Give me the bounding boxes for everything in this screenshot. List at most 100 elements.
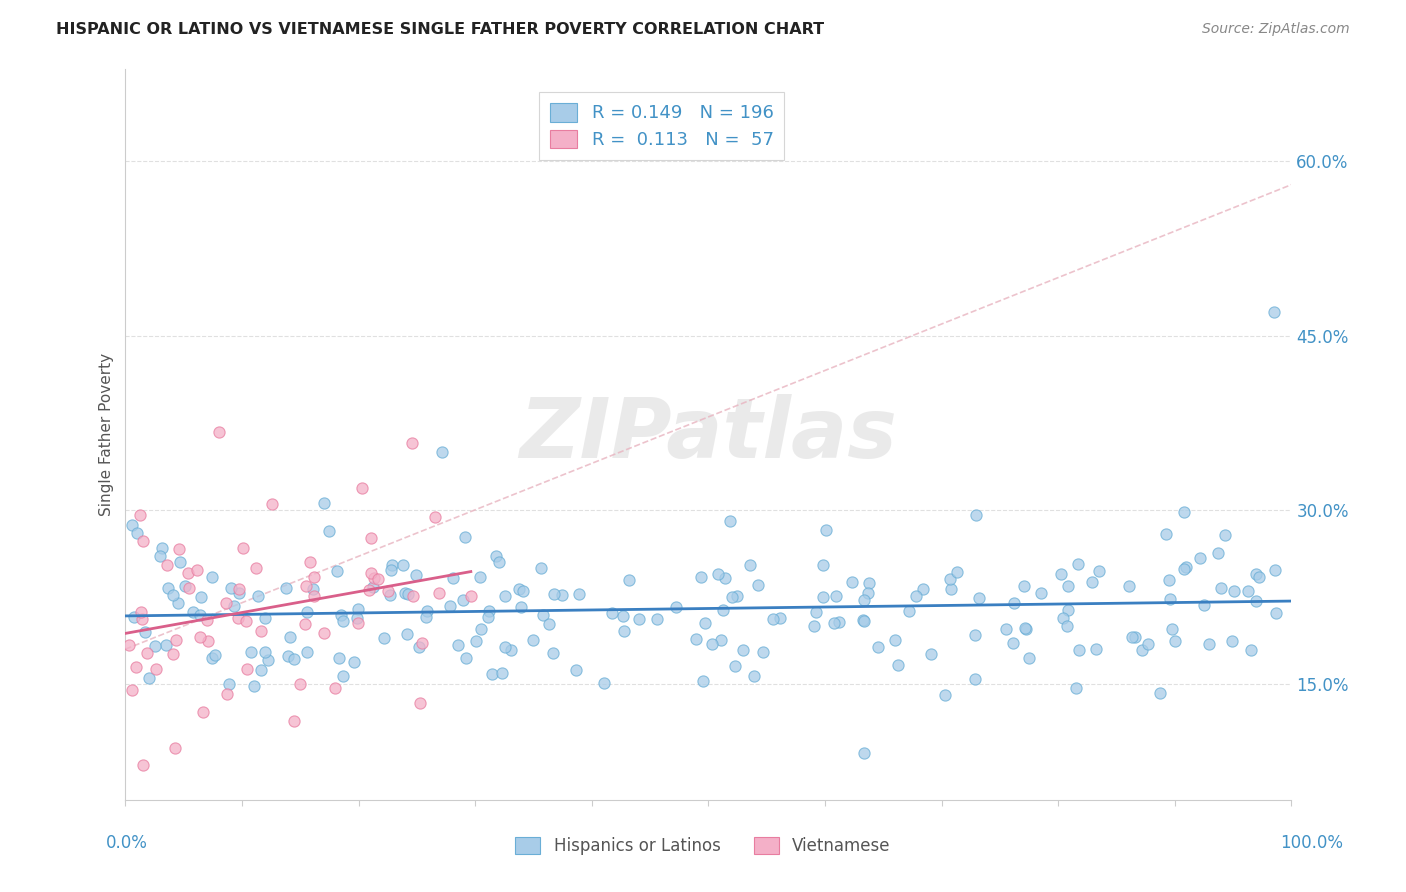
Point	[446, 638, 468, 652]
Point	[361, 580, 384, 594]
Point	[858, 576, 880, 591]
Point	[1164, 633, 1187, 648]
Point	[360, 566, 382, 580]
Point	[122, 610, 145, 624]
Point	[201, 651, 224, 665]
Point	[318, 524, 340, 538]
Point	[887, 657, 910, 672]
Point	[1240, 643, 1263, 657]
Point	[430, 444, 453, 458]
Point	[304, 589, 326, 603]
Point	[1157, 574, 1180, 588]
Text: ZIPatlas: ZIPatlas	[520, 393, 897, 475]
Point	[391, 558, 413, 572]
Point	[188, 630, 211, 644]
Point	[156, 558, 179, 573]
Point	[294, 616, 316, 631]
Point	[747, 578, 769, 592]
Point	[1236, 584, 1258, 599]
Point	[530, 561, 553, 575]
Point	[302, 582, 325, 596]
Point	[402, 590, 425, 604]
Point	[149, 549, 172, 564]
Point	[920, 647, 942, 661]
Point	[522, 632, 544, 647]
Point	[692, 673, 714, 688]
Point	[938, 573, 960, 587]
Point	[243, 679, 266, 693]
Point	[1130, 643, 1153, 657]
Point	[246, 589, 269, 603]
Point	[1056, 602, 1078, 616]
Point	[700, 637, 723, 651]
Point	[256, 653, 278, 667]
Point	[201, 570, 224, 584]
Point	[408, 640, 430, 655]
Point	[332, 669, 354, 683]
Point	[884, 633, 907, 648]
Point	[823, 616, 845, 631]
Point	[204, 648, 226, 663]
Point	[939, 582, 962, 596]
Point	[1014, 621, 1036, 635]
Point	[541, 646, 564, 660]
Point	[740, 558, 762, 573]
Point	[157, 581, 180, 595]
Point	[409, 696, 432, 710]
Point	[127, 526, 149, 541]
Point	[1067, 557, 1090, 571]
Point	[138, 671, 160, 685]
Point	[415, 609, 437, 624]
Point	[1081, 574, 1104, 589]
Point	[852, 593, 875, 607]
Point	[323, 681, 346, 695]
Point	[1118, 578, 1140, 592]
Point	[1154, 526, 1177, 541]
Point	[744, 669, 766, 683]
Point	[240, 645, 263, 659]
Point	[512, 583, 534, 598]
Point	[707, 567, 730, 582]
Point	[134, 624, 156, 639]
Point	[841, 574, 863, 589]
Point	[600, 606, 623, 620]
Point	[222, 599, 245, 613]
Point	[1263, 305, 1285, 319]
Point	[394, 586, 416, 600]
Point	[665, 599, 688, 614]
Text: 100.0%: 100.0%	[1279, 834, 1343, 852]
Point	[381, 558, 404, 573]
Point	[343, 656, 366, 670]
Point	[811, 558, 834, 572]
Point	[254, 611, 277, 625]
Point	[1159, 592, 1181, 607]
Point	[470, 570, 492, 584]
Point	[165, 633, 187, 648]
Point	[695, 616, 717, 631]
Point	[367, 572, 389, 586]
Point	[853, 746, 876, 760]
Point	[363, 571, 385, 585]
Point	[568, 587, 591, 601]
Point	[373, 631, 395, 645]
Point	[1198, 638, 1220, 652]
Point	[330, 608, 353, 623]
Point	[297, 606, 319, 620]
Point	[155, 638, 177, 652]
Point	[714, 571, 737, 585]
Point	[401, 436, 423, 450]
Point	[167, 542, 190, 557]
Point	[934, 688, 956, 702]
Point	[1149, 686, 1171, 700]
Point	[347, 602, 370, 616]
Point	[274, 582, 297, 596]
Point	[179, 581, 201, 595]
Point	[813, 590, 835, 604]
Point	[131, 612, 153, 626]
Point	[690, 569, 713, 583]
Point	[167, 596, 190, 610]
Legend: R = 0.149   N = 196, R =  0.113   N =  57: R = 0.149 N = 196, R = 0.113 N = 57	[540, 92, 785, 160]
Point	[538, 617, 561, 632]
Point	[228, 582, 250, 596]
Point	[208, 425, 231, 440]
